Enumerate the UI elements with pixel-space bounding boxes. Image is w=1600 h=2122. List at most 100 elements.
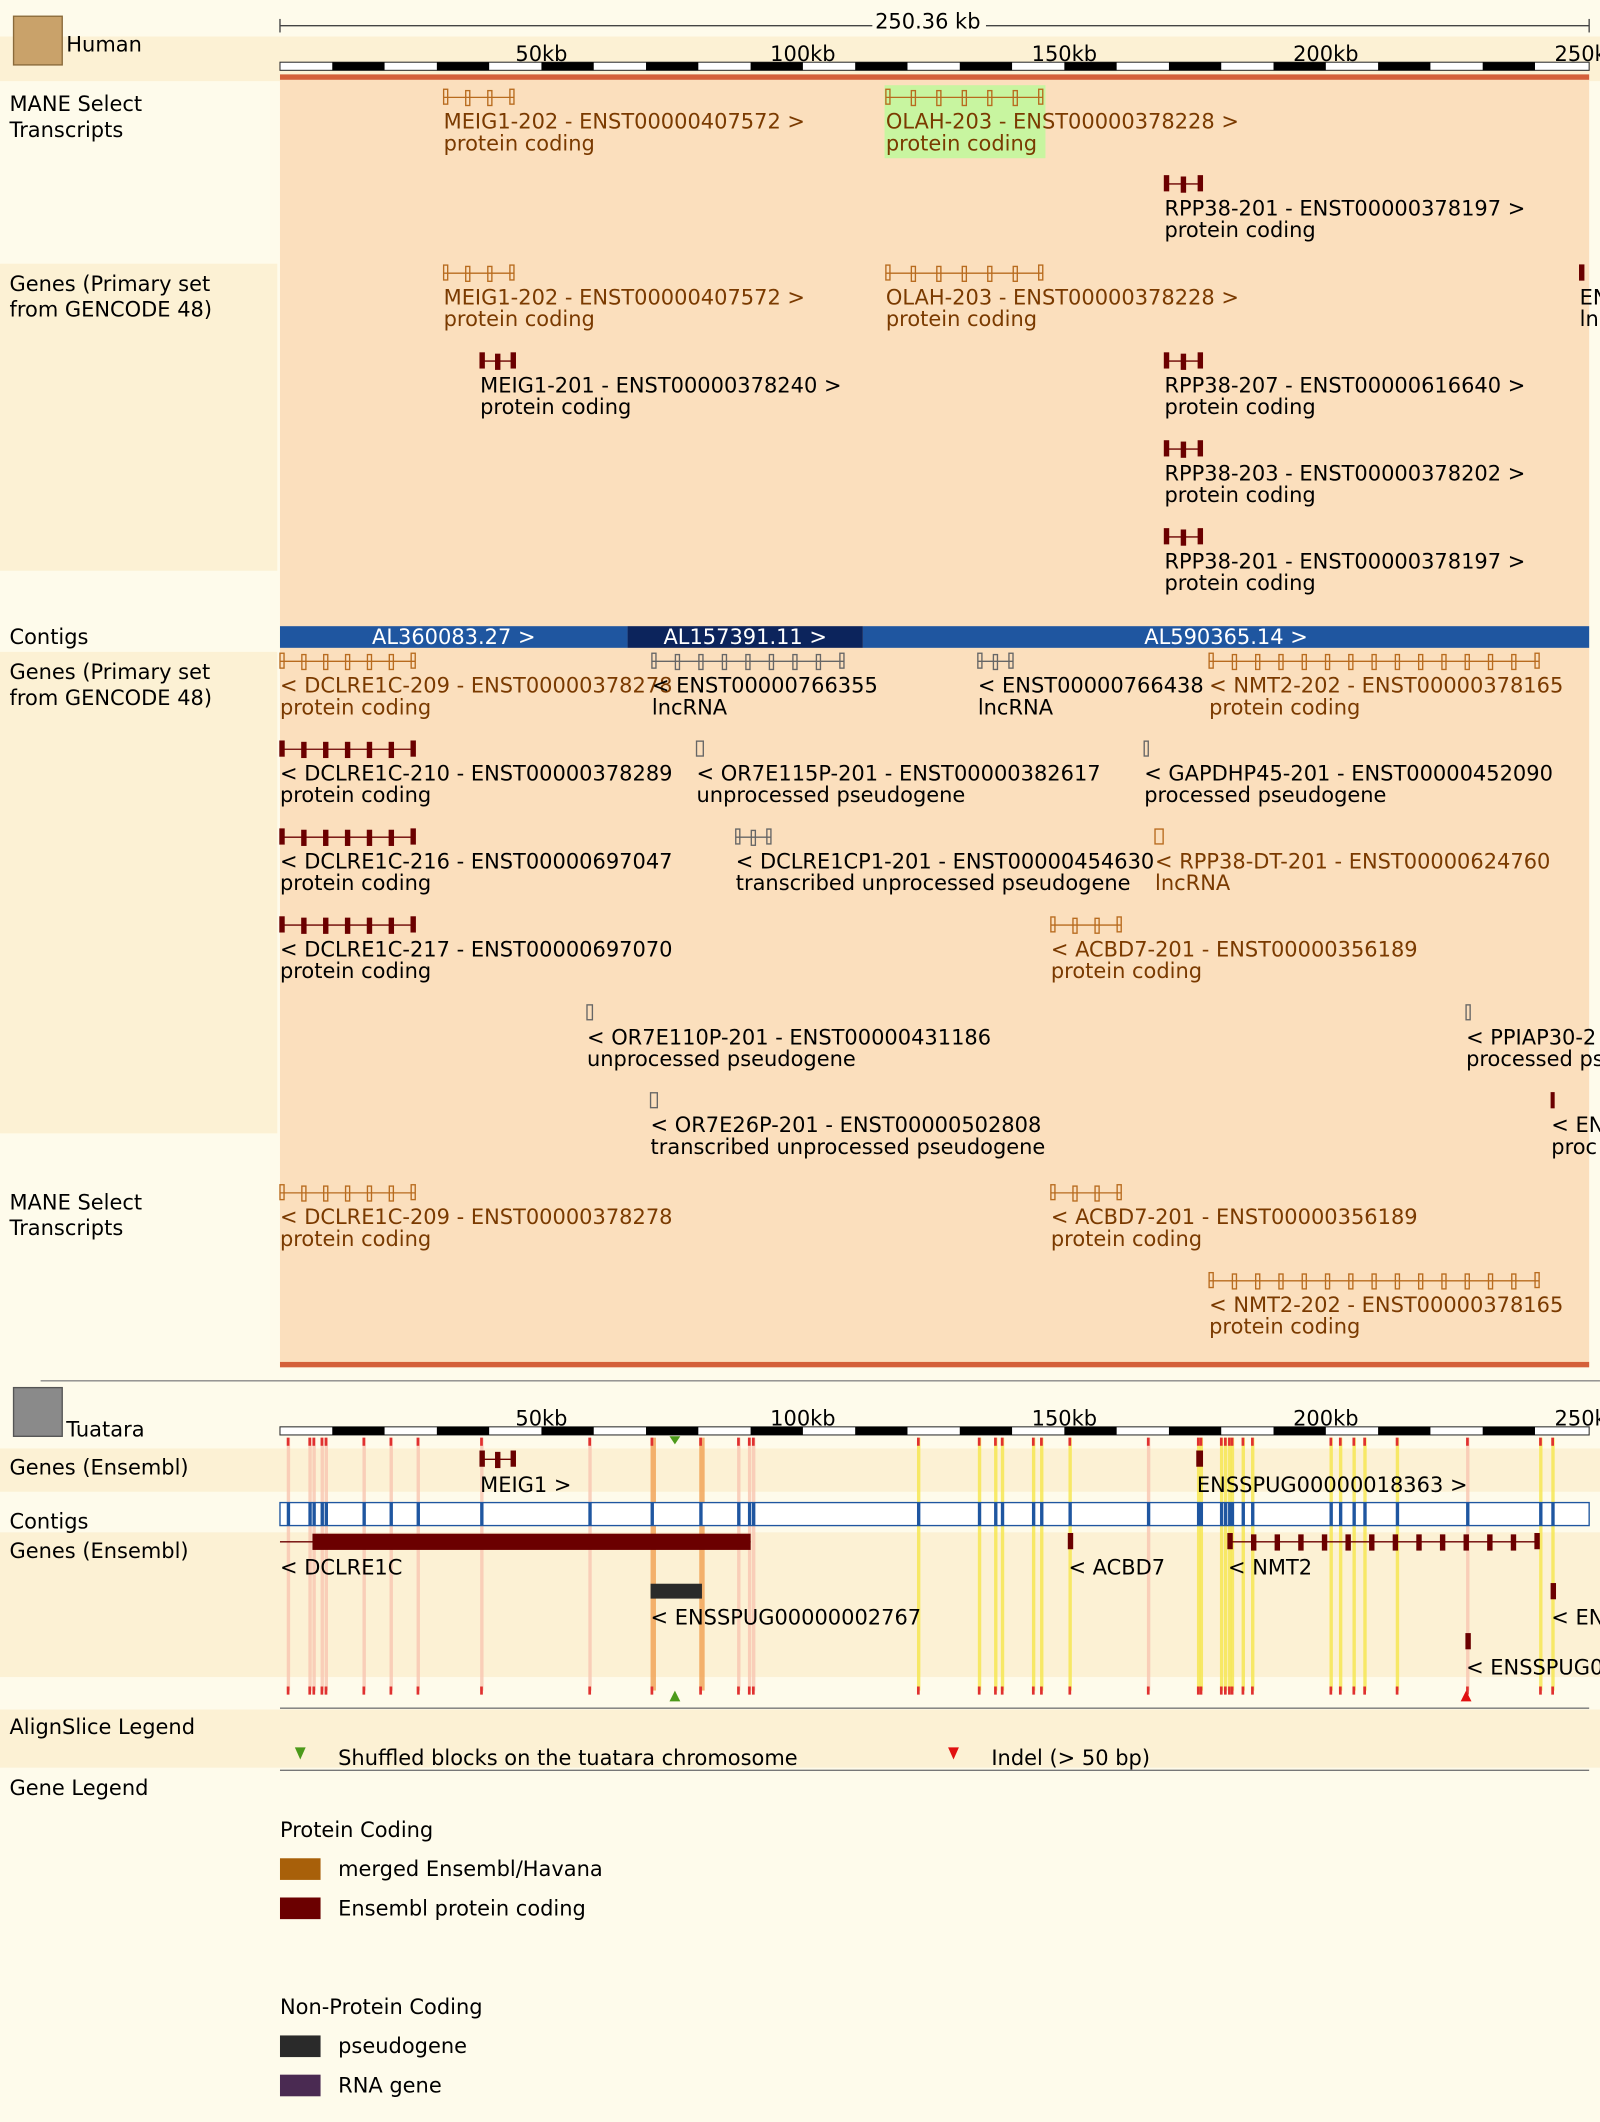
- contig-mark: [416, 1502, 420, 1526]
- align-tick: [1363, 1437, 1367, 1446]
- exon: [495, 353, 501, 370]
- feature-name: RPP38-201 - ENST00000378197 >: [1164, 196, 1525, 220]
- feature-name: MEIG1 >: [480, 1473, 571, 1497]
- exon: [366, 917, 373, 934]
- exon: [987, 89, 993, 107]
- legend-group: Non-Protein Coding: [280, 1995, 483, 2019]
- exon: [465, 89, 471, 107]
- ruler-block: [750, 1426, 803, 1435]
- exon: [1348, 653, 1354, 671]
- feature-name: MEIG1-202 - ENST00000407572 >: [444, 110, 805, 134]
- exon: [1154, 828, 1164, 845]
- exon: [1196, 1450, 1204, 1467]
- feature-name: EN: [1580, 286, 1600, 310]
- exon: [301, 741, 307, 759]
- exon: [1067, 1533, 1074, 1550]
- align-tick: [1068, 1437, 1072, 1446]
- exon: [279, 916, 285, 933]
- label-band: [0, 651, 278, 1134]
- exon: [961, 89, 968, 107]
- legend-label: Shuffled blocks on the tuatara chromosom…: [338, 1746, 798, 1770]
- legend-label: Ensembl protein coding: [338, 1896, 586, 1920]
- contig-label: AL360083.27 >: [372, 625, 536, 649]
- contig-mark: [1223, 1502, 1228, 1526]
- contig-mark: [286, 1502, 291, 1526]
- align-block: [1031, 1437, 1036, 1691]
- exon: [1301, 653, 1307, 671]
- exon: [301, 1185, 307, 1202]
- feature-biotype: processed ps: [1466, 1047, 1600, 1071]
- exon: [1487, 653, 1494, 671]
- exon: [1038, 88, 1044, 105]
- feature-biotype: unprocessed pseudogene: [587, 1047, 856, 1071]
- exon: [1255, 653, 1261, 671]
- exon: [992, 653, 999, 671]
- ruler-block: [1064, 62, 1117, 71]
- align-block: [320, 1437, 324, 1691]
- feature-biotype: protein coding: [1164, 571, 1315, 595]
- contig-label: AL590365.14 >: [1144, 625, 1308, 649]
- exon: [792, 653, 798, 671]
- legend-swatch: [279, 1858, 321, 1880]
- exon: [279, 1184, 285, 1201]
- legend-label: Indel (> 50 bp): [991, 1746, 1150, 1770]
- exon: [1143, 740, 1149, 757]
- exon: [1534, 652, 1540, 669]
- feature-biotype: protein coding: [886, 307, 1037, 331]
- align-tick: [1040, 1686, 1043, 1695]
- shuffle-marker: [669, 1436, 681, 1445]
- track-label: Contigs: [9, 1510, 88, 1534]
- align-tick: [480, 1686, 483, 1695]
- exon: [1371, 1273, 1377, 1290]
- feature-name: < DCLRE1CP1-201 - ENST00000454630: [736, 850, 1154, 874]
- feature-name: < GAPDHP45-201 - ENST00000452090: [1144, 762, 1553, 786]
- exon: [366, 1185, 373, 1202]
- exon: [344, 741, 351, 759]
- align-tick: [699, 1686, 702, 1695]
- exon: [1392, 1534, 1399, 1551]
- exon: [1324, 1273, 1331, 1290]
- align-tick: [480, 1437, 483, 1446]
- exon: [1208, 652, 1214, 669]
- ruler-label: 150kb: [1032, 1407, 1097, 1431]
- feature-name: < EN: [1551, 1113, 1600, 1137]
- track-label: Transcripts: [8, 118, 123, 142]
- align-tick: [1338, 1437, 1342, 1446]
- legend-group: Protein Coding: [280, 1818, 433, 1842]
- align-block: [1000, 1437, 1005, 1691]
- feature-name: < NMT2-202 - ENST00000378165: [1209, 674, 1563, 698]
- contig-mark: [1228, 1502, 1232, 1526]
- exon: [1227, 1533, 1233, 1550]
- exon: [301, 917, 307, 934]
- contig-mark: [751, 1502, 756, 1526]
- align-block: [308, 1437, 312, 1691]
- feature-biotype: protein coding: [280, 783, 431, 807]
- align-block: [1539, 1437, 1543, 1691]
- exon: [1231, 653, 1238, 671]
- exon: [344, 653, 351, 671]
- align-tick: [1040, 1437, 1043, 1446]
- exon: [1439, 1534, 1446, 1551]
- exon: [366, 653, 373, 671]
- track-label: Genes (Ensembl): [9, 1539, 188, 1563]
- feature-name: < DCLRE1C-209 - ENST00000378278: [280, 674, 673, 698]
- exon: [1394, 653, 1401, 671]
- legend-label: pseudogene: [338, 2034, 467, 2058]
- feature-biotype: protein coding: [480, 395, 631, 419]
- ruler-block: [1482, 1426, 1535, 1435]
- ruler-block: [855, 1426, 908, 1435]
- ruler-label: 200kb: [1293, 1407, 1358, 1431]
- exon: [1163, 352, 1170, 369]
- align-tick: [1395, 1686, 1399, 1695]
- feature-name: < ACBD7-201 - ENST00000356189: [1051, 1205, 1418, 1229]
- ruler-block: [1168, 62, 1222, 71]
- contig-mark: [362, 1502, 366, 1526]
- feature-biotype: protein coding: [1164, 218, 1315, 242]
- align-block: [1466, 1437, 1470, 1691]
- contig-mark: [389, 1502, 393, 1526]
- exon: [279, 740, 285, 757]
- track-area: [279, 79, 1590, 1366]
- exon: [1511, 653, 1517, 671]
- align-tick: [650, 1437, 654, 1446]
- ruler-block: [332, 1426, 385, 1435]
